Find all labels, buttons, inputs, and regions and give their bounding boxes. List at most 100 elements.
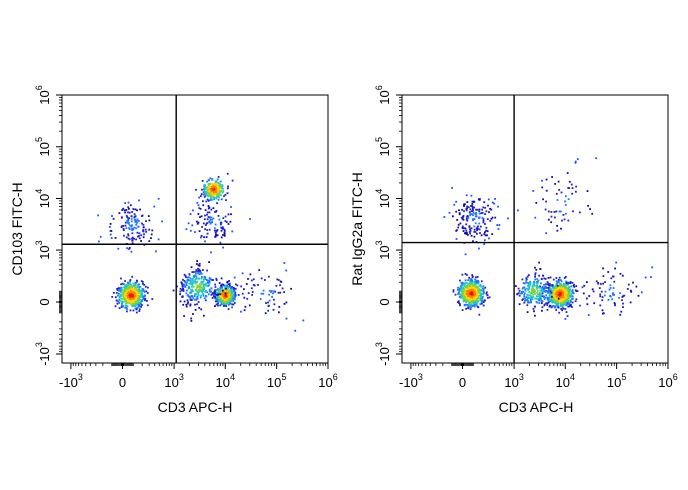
data-point <box>224 296 227 299</box>
data-point <box>225 303 228 305</box>
data-point <box>267 309 270 312</box>
data-point <box>130 285 133 288</box>
data-point <box>215 187 217 189</box>
data-point <box>535 284 538 287</box>
data-point <box>124 280 126 282</box>
data-point <box>136 296 139 298</box>
data-point <box>487 198 490 201</box>
data-point <box>135 303 138 306</box>
data-point <box>550 215 553 218</box>
data-point <box>232 294 235 296</box>
data-point <box>200 193 203 195</box>
data-point <box>194 271 196 274</box>
data-point <box>204 194 207 197</box>
data-point <box>564 212 567 215</box>
data-point <box>468 276 470 279</box>
x-tick-exponent: 3 <box>418 372 423 382</box>
data-point <box>212 186 214 189</box>
data-point <box>614 302 616 305</box>
data-point <box>467 306 469 309</box>
data-point <box>563 277 566 279</box>
data-point <box>155 250 157 253</box>
data-point <box>558 311 561 314</box>
data-point <box>195 293 198 296</box>
data-point <box>219 180 222 183</box>
data-point <box>558 294 561 296</box>
data-point <box>125 209 128 211</box>
data-point <box>179 300 182 303</box>
data-point <box>468 286 471 289</box>
data-point <box>121 288 123 291</box>
data-point <box>187 295 190 297</box>
data-point <box>566 297 569 300</box>
data-point <box>203 195 206 198</box>
data-point <box>138 199 140 202</box>
data-point <box>116 288 118 290</box>
data-point <box>619 313 622 316</box>
data-point <box>465 291 468 294</box>
data-point <box>562 214 565 216</box>
data-point <box>188 285 190 288</box>
y-tick-exponent: 5 <box>374 137 384 142</box>
data-point <box>252 278 255 281</box>
data-point <box>199 296 202 299</box>
data-point <box>560 287 562 290</box>
data-point <box>464 279 467 282</box>
data-point <box>217 181 220 184</box>
data-point <box>129 295 132 298</box>
data-point <box>244 305 247 308</box>
data-point <box>226 300 229 303</box>
data-point <box>197 269 200 272</box>
data-point <box>195 272 197 275</box>
data-point <box>551 293 554 296</box>
data-point <box>200 286 202 289</box>
data-point <box>211 195 214 198</box>
data-point <box>589 208 591 210</box>
data-point <box>651 266 654 269</box>
data-point <box>197 221 200 224</box>
data-point <box>198 264 201 267</box>
data-point <box>161 220 163 223</box>
data-point <box>213 289 216 292</box>
data-point <box>626 288 629 290</box>
data-point <box>223 305 225 307</box>
data-point <box>195 275 198 278</box>
data-point <box>223 230 226 232</box>
data-point <box>528 283 531 286</box>
data-point <box>546 290 549 293</box>
data-point <box>607 299 610 301</box>
data-point <box>226 290 228 293</box>
data-point <box>465 209 468 212</box>
data-point <box>130 287 133 290</box>
data-point <box>138 308 141 311</box>
data-point <box>480 280 483 283</box>
data-point <box>463 292 466 294</box>
data-point <box>131 275 134 278</box>
data-point <box>216 185 219 188</box>
data-point <box>567 219 570 222</box>
data-point <box>125 301 128 303</box>
data-point <box>472 287 475 289</box>
data-point <box>564 308 567 310</box>
data-point <box>227 298 230 301</box>
data-point <box>476 305 479 308</box>
data-point <box>466 207 468 210</box>
data-point <box>281 287 284 290</box>
data-point <box>532 291 535 294</box>
data-point <box>538 261 540 264</box>
data-point <box>462 218 465 221</box>
data-point <box>482 220 485 222</box>
data-point <box>213 291 216 293</box>
data-point <box>197 301 200 303</box>
data-point <box>528 285 530 287</box>
data-point <box>212 189 214 191</box>
x-tick-exponent: 4 <box>570 372 575 382</box>
data-point <box>458 291 460 294</box>
data-point <box>229 300 231 302</box>
data-point <box>275 285 278 287</box>
data-point <box>533 282 535 285</box>
data-point <box>555 210 558 213</box>
data-point <box>285 301 288 304</box>
data-point <box>622 295 624 297</box>
data-point <box>191 224 194 227</box>
